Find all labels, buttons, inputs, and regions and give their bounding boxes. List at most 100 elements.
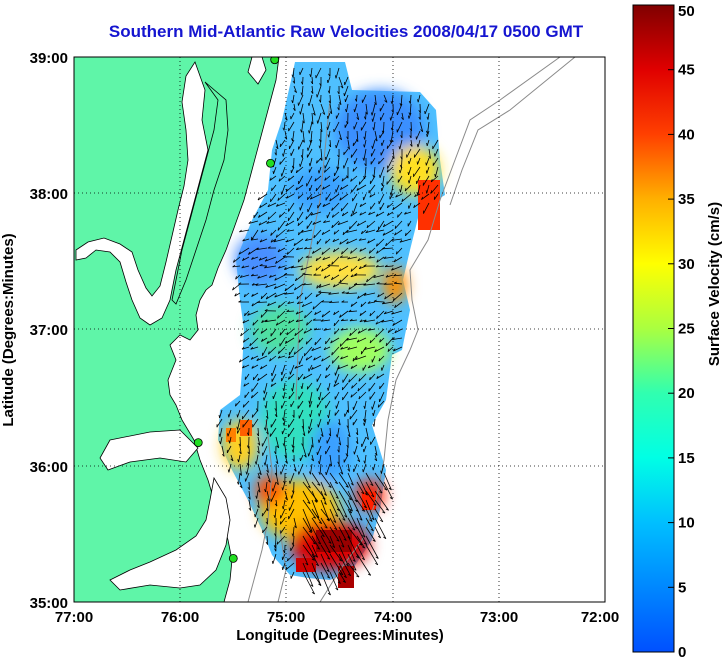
velocity-arrow (304, 310, 313, 319)
velocity-arrow (363, 193, 367, 201)
velocity-arrow-head (335, 145, 337, 149)
velocity-arrow (269, 355, 277, 362)
velocity-arrow-head (233, 259, 235, 263)
velocity-arrow-head (318, 413, 320, 417)
velocity-arrow (325, 400, 331, 409)
velocity-arrow (311, 472, 321, 486)
velocity-arrow (302, 571, 315, 595)
velocity-arrow (338, 517, 351, 539)
velocity-arrow (346, 337, 358, 341)
velocity-arrow (365, 427, 369, 440)
velocity-arrow-head (242, 257, 245, 261)
velocity-arrow-head (266, 470, 269, 473)
velocity-arrow (250, 355, 259, 360)
velocity-arrow (315, 292, 322, 298)
velocity-arrow (304, 247, 313, 250)
velocity-arrow (397, 211, 403, 218)
velocity-arrow (324, 166, 331, 173)
velocity-arrow (356, 481, 365, 495)
colorbar-tick-label: 15 (678, 450, 695, 467)
velocity-arrow (346, 445, 349, 457)
velocity-arrow (287, 355, 295, 359)
velocity-arrow-head (263, 462, 266, 466)
velocity-arrow (364, 400, 367, 409)
velocity-arrow (386, 139, 394, 149)
velocity-arrow (304, 292, 313, 300)
velocity-arrow (311, 562, 322, 586)
velocity-arrow (311, 535, 321, 550)
velocity-arrow (352, 418, 358, 426)
velocity-arrow-head (267, 216, 270, 220)
velocity-arrow-head (363, 283, 367, 286)
colorbar-gradient (632, 4, 675, 653)
velocity-arrow-head (357, 459, 361, 463)
velocity-arrow-head (264, 405, 267, 409)
velocity-arrow (242, 256, 250, 261)
velocity-arrow (385, 337, 394, 347)
velocity-arrow (394, 301, 403, 309)
velocity-arrow (302, 445, 307, 458)
velocity-arrow-head (340, 318, 344, 322)
velocity-arrow-head (240, 333, 243, 337)
velocity-arrow (329, 427, 332, 437)
velocity-arrow (311, 517, 325, 537)
velocity-arrow (242, 418, 250, 428)
velocity-arrow (233, 256, 241, 263)
velocity-arrow-head (399, 170, 401, 174)
velocity-arrow-head (308, 130, 310, 134)
velocity-arrow (248, 481, 250, 490)
velocity-arrow-head (374, 458, 378, 462)
velocity-arrow-head (279, 214, 281, 218)
velocity-arrow-head (331, 214, 334, 218)
velocity-arrow (376, 256, 385, 263)
velocity-arrow-head (260, 229, 264, 233)
colorbar-tick-label: 45 (678, 62, 695, 79)
velocity-arrow (302, 418, 304, 429)
velocity-arrow-head (302, 282, 306, 286)
velocity-arrow (294, 364, 304, 369)
velocity-arrow-head (307, 501, 311, 505)
velocity-arrow (361, 229, 367, 235)
velocity-arrow (369, 175, 376, 185)
velocity-arrow (413, 148, 421, 158)
velocity-arrow (292, 130, 295, 142)
velocity-arrow-head (409, 143, 413, 147)
colorbar-tick-label: 5 (678, 579, 686, 596)
velocity-arrow (323, 328, 331, 331)
velocity-arrow-head (248, 496, 251, 500)
velocity-arrow (417, 157, 421, 165)
x-tick-label: 75:00 (267, 609, 305, 626)
velocity-arrow (322, 202, 331, 207)
velocity-arrow (288, 373, 295, 380)
velocity-arrow-head (348, 379, 350, 383)
velocity-arrow (290, 544, 295, 551)
velocity-arrow (302, 148, 304, 158)
velocity-arrow (351, 184, 358, 193)
velocity-arrow-head (327, 551, 331, 554)
velocity-arrow (303, 373, 313, 380)
velocity-arrow (244, 310, 250, 317)
velocity-arrow-head (387, 212, 390, 216)
velocity-arrow-head (374, 349, 377, 353)
velocity-arrow (275, 463, 278, 476)
velocity-arrow-head (395, 194, 398, 198)
velocity-arrow-head (321, 534, 325, 538)
velocity-arrow-head (364, 347, 367, 350)
velocity-arrow-head (391, 267, 394, 271)
y-tick-label: 35:00 (30, 595, 68, 612)
velocity-arrow-head (332, 545, 335, 549)
velocity-arrow-head (328, 292, 332, 295)
velocity-arrow-head (399, 164, 402, 168)
velocity-arrow-head (259, 239, 263, 243)
velocity-arrow (239, 463, 242, 476)
velocity-arrow-head (337, 107, 340, 111)
velocity-arrow-head (369, 313, 372, 317)
velocity-arrow (275, 436, 280, 448)
velocity-arrow-head (350, 178, 352, 182)
velocity-arrow (316, 373, 322, 382)
velocity-arrow-head (274, 533, 277, 537)
velocity-arrow (368, 184, 376, 194)
velocity-arrow-head (267, 246, 271, 249)
velocity-arrow-head (348, 498, 352, 501)
